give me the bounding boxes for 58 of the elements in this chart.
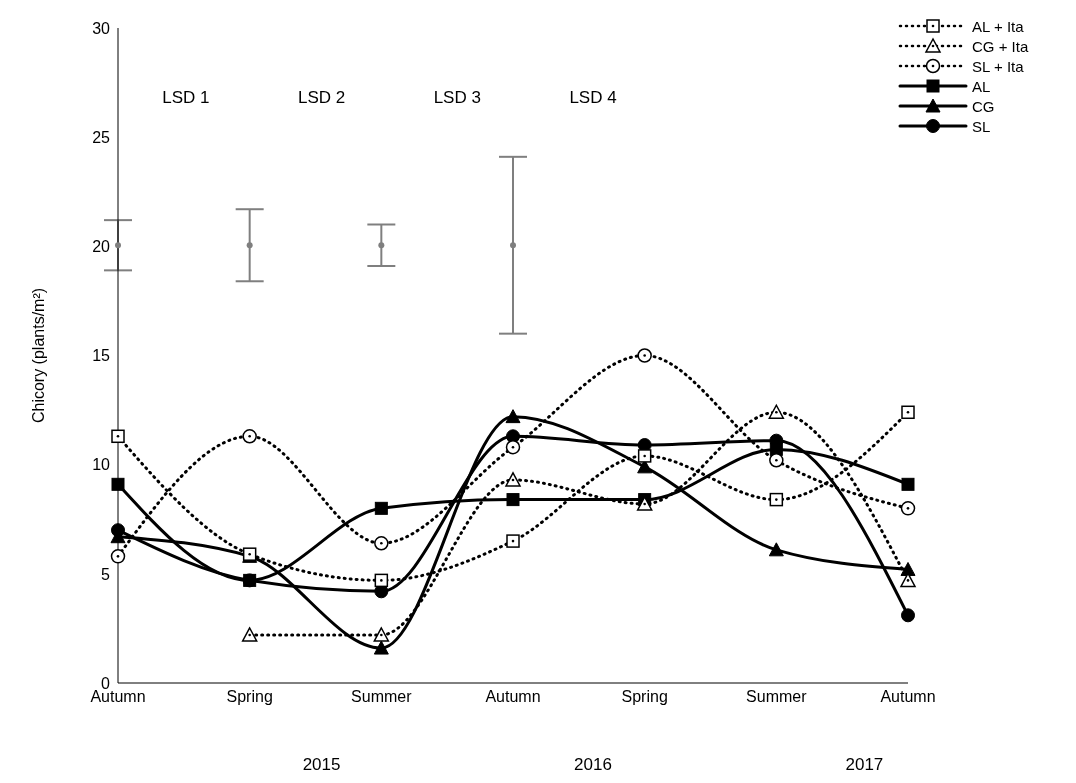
- legend-label: SL: [972, 117, 991, 135]
- x-tick-label: Autumn: [880, 688, 936, 706]
- point: [374, 573, 389, 588]
- point: [241, 627, 258, 642]
- x-tick-label: Spring: [621, 688, 668, 706]
- point: [242, 429, 257, 444]
- point: [111, 429, 125, 444]
- y-axis-title: Chicory (plants/m²): [29, 287, 47, 424]
- text: 2016: [573, 755, 613, 775]
- y-tick-label: 20: [92, 238, 111, 256]
- point: [510, 242, 516, 249]
- y-tick-label: 5: [101, 565, 111, 583]
- point: [901, 405, 915, 420]
- x-tick-label: Autumn: [485, 688, 541, 706]
- point: [506, 493, 520, 507]
- annotation: LSD 1: [161, 88, 211, 108]
- point: [110, 549, 126, 564]
- point: [768, 404, 785, 420]
- legend-label: AL + Ita: [972, 17, 1024, 35]
- annotation: LSD 2: [296, 88, 347, 108]
- legend-label: SL + Ita: [972, 57, 1024, 75]
- point: [374, 501, 388, 515]
- point: [111, 477, 125, 491]
- annotation: LSD 4: [568, 88, 618, 108]
- point: [373, 627, 390, 642]
- point: [505, 439, 521, 455]
- legend-label: CG + Ita: [972, 37, 1029, 55]
- point: [636, 496, 653, 511]
- point: [506, 534, 520, 548]
- point: [637, 449, 652, 463]
- point: [900, 561, 916, 576]
- point: [900, 501, 916, 516]
- point: [505, 472, 521, 487]
- annotation: LSD 3: [432, 88, 482, 108]
- point: [901, 477, 915, 491]
- legend-label: AL: [972, 77, 991, 95]
- text: 2015: [301, 755, 342, 775]
- point: [374, 536, 389, 551]
- point: [637, 348, 652, 363]
- point: [769, 492, 784, 507]
- point: [373, 640, 389, 655]
- point: [505, 409, 521, 424]
- y-tick-label: 15: [92, 347, 111, 365]
- x-tick-label: Summer: [351, 688, 413, 706]
- point: [246, 242, 253, 249]
- point: [378, 242, 385, 249]
- point: [243, 573, 257, 587]
- x-tick-label: Spring: [226, 688, 273, 706]
- y-tick-label: 10: [92, 456, 111, 474]
- y-tick-label: 25: [92, 128, 111, 146]
- x-tick-label: Summer: [746, 688, 808, 706]
- point: [901, 608, 915, 623]
- text: 2017: [844, 755, 885, 775]
- point: [768, 542, 784, 557]
- y-tick-label: 30: [92, 19, 111, 37]
- point: [115, 242, 121, 249]
- legend-label: CG: [972, 97, 995, 115]
- point: [769, 453, 784, 468]
